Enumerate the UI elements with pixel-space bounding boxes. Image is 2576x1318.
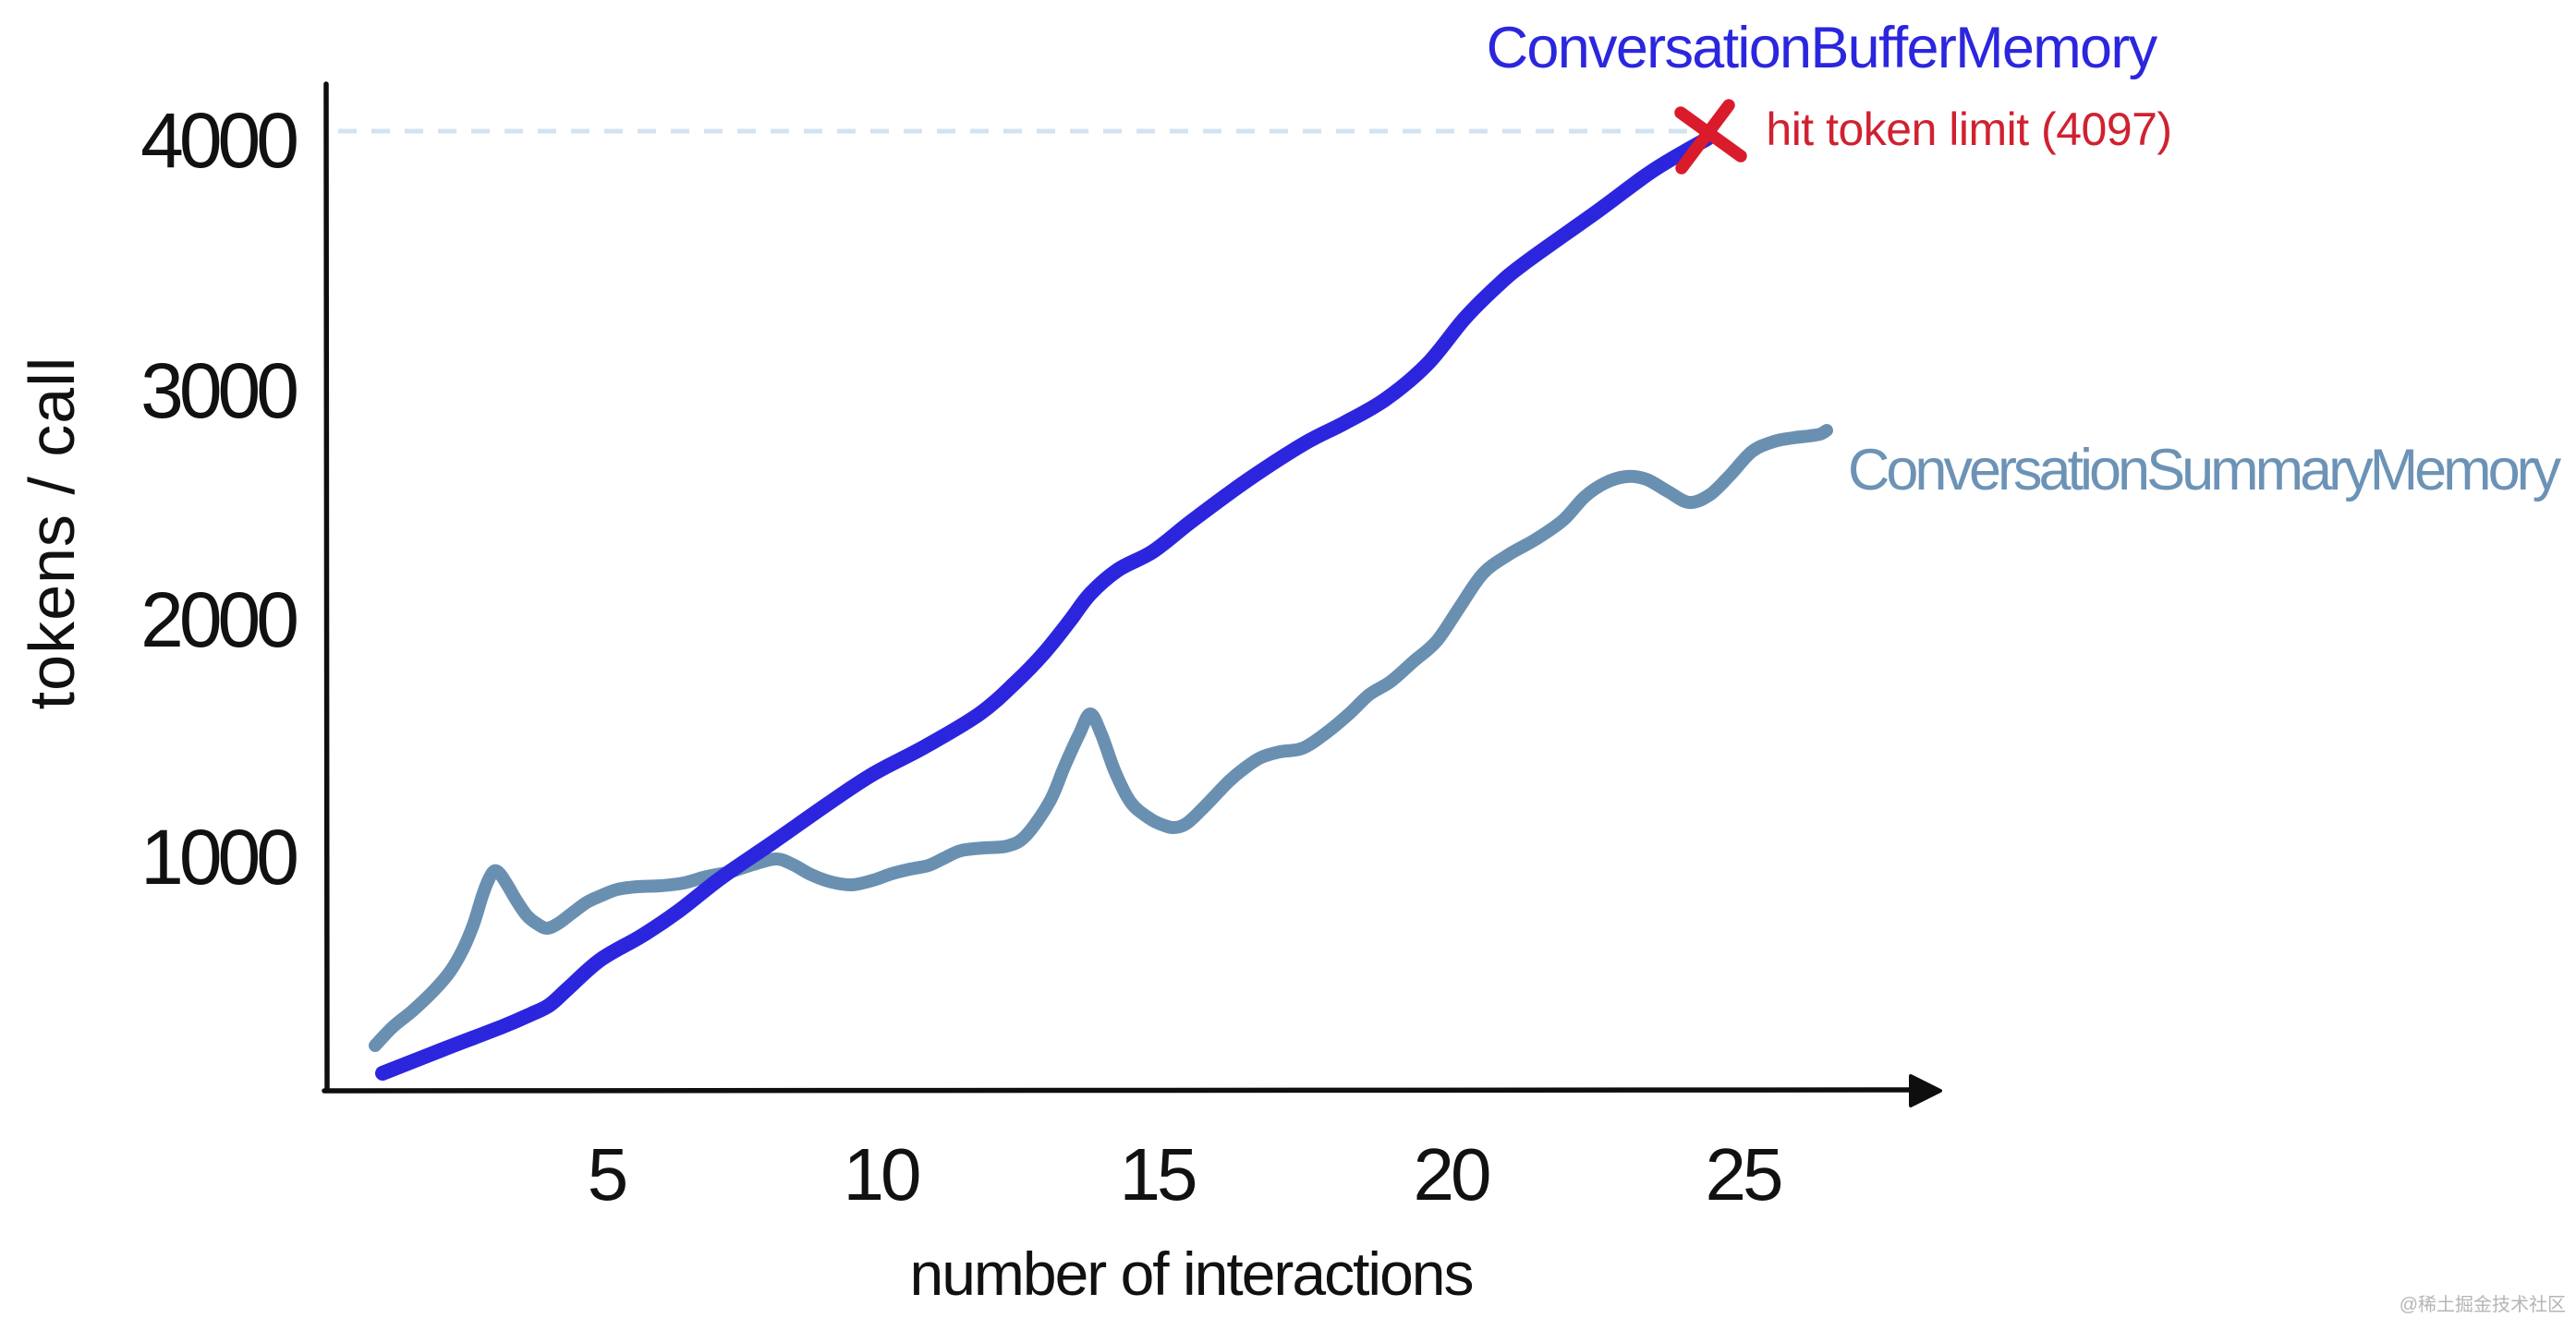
svg-text:25: 25 — [1706, 1133, 1781, 1215]
svg-text:1000: 1000 — [140, 814, 297, 901]
svg-text:15: 15 — [1120, 1133, 1196, 1215]
svg-text:3000: 3000 — [140, 347, 297, 434]
svg-text:10: 10 — [844, 1133, 919, 1215]
svg-text:number of interactions: number of interactions — [909, 1239, 1472, 1308]
svg-text:2000: 2000 — [140, 576, 297, 663]
svg-text:hit token limit (4097): hit token limit (4097) — [1766, 103, 2171, 155]
svg-text:5: 5 — [588, 1133, 626, 1215]
svg-text:@稀土掘金技术社区: @稀土掘金技术社区 — [2400, 1294, 2566, 1315]
svg-text:tokens / call: tokens / call — [16, 357, 88, 710]
svg-text:20: 20 — [1414, 1133, 1489, 1215]
svg-text:ConversationBufferMemory: ConversationBufferMemory — [1487, 16, 2158, 80]
svg-text:ConversationSummaryMemory: ConversationSummaryMemory — [1848, 438, 2562, 502]
svg-text:4000: 4000 — [140, 97, 297, 184]
